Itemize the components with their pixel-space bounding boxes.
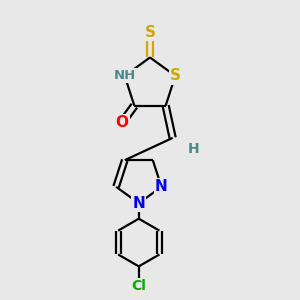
- Text: O: O: [116, 115, 128, 130]
- Text: NH: NH: [113, 69, 136, 82]
- Text: Cl: Cl: [131, 279, 146, 293]
- Text: S: S: [145, 25, 155, 40]
- Text: N: N: [155, 179, 168, 194]
- Text: N: N: [132, 196, 145, 211]
- Text: H: H: [188, 142, 200, 156]
- Text: S: S: [170, 68, 181, 83]
